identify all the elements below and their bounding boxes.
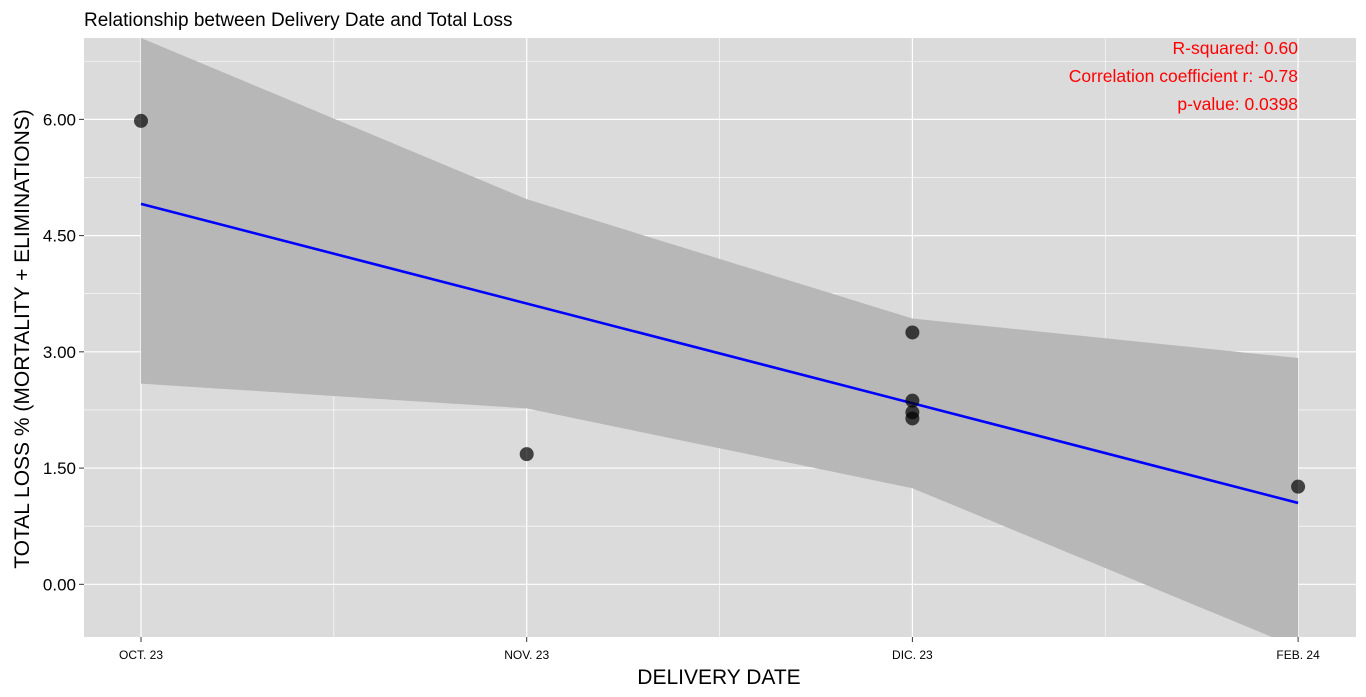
data-point [134, 113, 148, 128]
data-point [519, 447, 534, 462]
y-tick-label: 0.00 [43, 575, 76, 594]
stat-annotation: Correlation coefficient r: -0.78 [1069, 66, 1298, 86]
data-points-layer [134, 113, 1306, 494]
x-axis-ticks: OCT. 23 NOV. 23 DIC. 23 FEB. 24 [119, 637, 1320, 662]
data-point [905, 393, 920, 408]
stat-annotation: p-value: 0.0398 [1177, 94, 1298, 114]
regression-line-layer [140, 202, 1299, 505]
y-tick-label: 1.50 [43, 459, 76, 478]
confidence-band [141, 38, 1299, 637]
x-tick-label: NOV. 23 [504, 648, 549, 662]
y-axis-ticks: 0.00 1.50 3.00 4.50 6.00 [43, 110, 84, 594]
confidence-band-layer [141, 38, 1299, 637]
y-tick-label: 6.00 [43, 110, 76, 129]
stats-annotations: R-squared: 0.60 Correlation coefficient r… [1069, 38, 1299, 114]
x-tick-label: DIC. 23 [892, 648, 933, 662]
data-point [905, 325, 920, 340]
y-tick-label: 4.50 [43, 227, 76, 246]
chart-title: Relationship between Delivery Date and T… [84, 10, 512, 31]
x-tick-label: OCT. 23 [119, 648, 163, 662]
y-axis-label: TOTAL LOSS % (MORTALITY + ELIMINATIONS) [11, 109, 34, 569]
data-point [905, 411, 920, 426]
regression-line [140, 202, 1299, 505]
x-tick-label: FEB. 24 [1276, 648, 1320, 662]
stat-annotation: R-squared: 0.60 [1173, 38, 1299, 58]
y-tick-label: 3.00 [43, 343, 76, 362]
x-axis-label: DELIVERY DATE [637, 666, 800, 689]
data-point [1291, 479, 1306, 494]
